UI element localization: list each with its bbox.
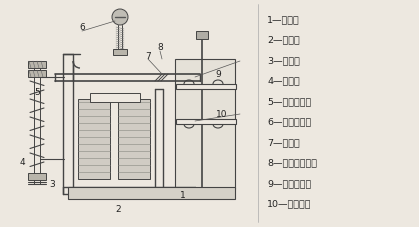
Text: 10—常开触头: 10—常开触头: [267, 199, 311, 207]
Text: 3: 3: [49, 180, 55, 189]
Text: 2—铁心；: 2—铁心；: [267, 35, 300, 44]
Text: 10: 10: [216, 110, 228, 119]
Bar: [28, 71, 46, 78]
Text: 3—铁轭；: 3—铁轭；: [267, 56, 300, 65]
Bar: [28, 173, 46, 180]
Text: 9: 9: [215, 70, 221, 79]
Bar: [78, 100, 110, 179]
Bar: [28, 62, 46, 69]
Text: 5: 5: [34, 88, 40, 97]
Text: 4: 4: [19, 158, 25, 167]
Text: 1: 1: [180, 191, 186, 200]
Bar: [90, 94, 140, 103]
Bar: [176, 119, 236, 124]
Bar: [68, 187, 235, 199]
Bar: [113, 50, 127, 56]
Circle shape: [112, 10, 128, 26]
Text: 6: 6: [79, 23, 85, 32]
Bar: [118, 100, 150, 179]
Text: 7: 7: [145, 52, 151, 61]
Text: 8: 8: [157, 43, 163, 52]
Bar: [196, 32, 208, 40]
Text: 1—线圈；: 1—线圈；: [267, 15, 300, 24]
Bar: [176, 85, 236, 90]
Text: 7—衭铁；: 7—衭铁；: [267, 137, 300, 146]
Bar: [175, 60, 235, 189]
Text: 6—调节螺钉；: 6—调节螺钉；: [267, 117, 311, 126]
Text: 8—非磁性垫片；: 8—非磁性垫片；: [267, 158, 317, 167]
Text: 4—弹簧；: 4—弹簧；: [267, 76, 300, 85]
Text: 2: 2: [115, 205, 121, 214]
Text: 5—调节螺母；: 5—调节螺母；: [267, 96, 311, 106]
Text: 9—常闭触头；: 9—常闭触头；: [267, 178, 311, 187]
